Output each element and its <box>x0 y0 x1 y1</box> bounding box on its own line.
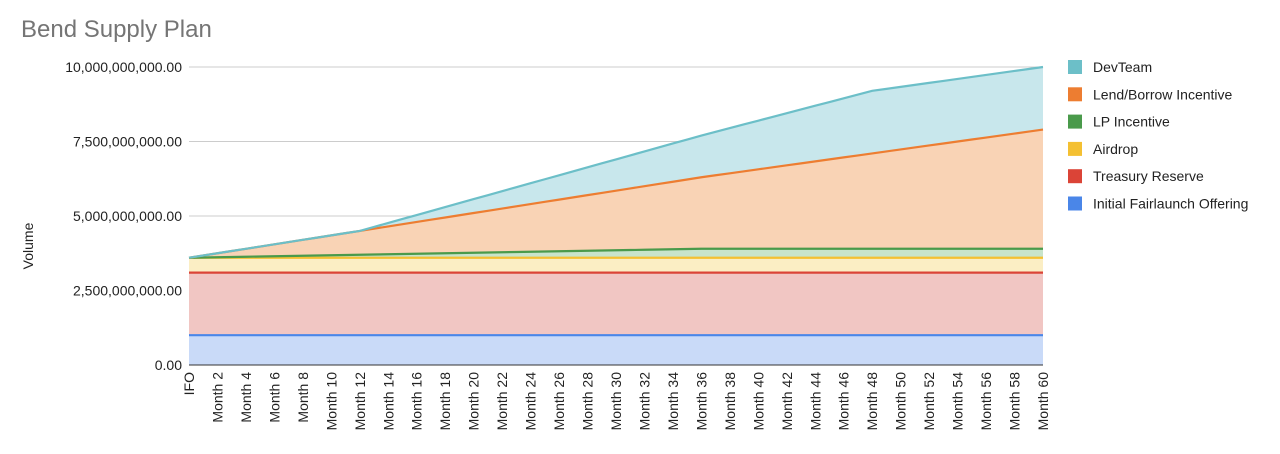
x-tick-label: Month 22 <box>494 372 510 431</box>
x-tick-label: Month 52 <box>921 372 937 431</box>
legend-item[interactable]: Treasury Reserve <box>1068 168 1204 184</box>
legend-item[interactable]: Initial Fairlaunch Offering <box>1068 196 1248 212</box>
legend-item[interactable]: Lend/Borrow Incentive <box>1068 86 1233 102</box>
area-initial-fairlaunch-offering <box>189 335 1043 365</box>
legend-swatch <box>1068 87 1082 102</box>
legend-swatch <box>1068 141 1082 156</box>
y-tick-label: 10,000,000,000.00 <box>65 59 182 75</box>
x-tick-label: Month 46 <box>836 372 852 431</box>
y-tick-label: 0.00 <box>155 357 182 373</box>
x-tick-label: Month 30 <box>608 372 624 431</box>
legend-label: DevTeam <box>1093 59 1152 75</box>
x-tick-label: Month 38 <box>722 372 738 431</box>
x-tick-label: Month 58 <box>1007 372 1023 431</box>
area-lp-incentive <box>189 248 1043 258</box>
x-tick-label: Month 54 <box>950 372 966 431</box>
legend-label: Treasury Reserve <box>1093 168 1204 184</box>
x-tick-label: Month 40 <box>750 372 766 431</box>
line-layer <box>188 65 1044 337</box>
area-layer <box>189 67 1043 365</box>
legend-label: Initial Fairlaunch Offering <box>1093 196 1248 212</box>
x-tick-label: Month 10 <box>323 372 339 431</box>
legend-swatch <box>1068 114 1082 129</box>
x-tick-label: Month 50 <box>893 372 909 431</box>
line-lp-incentive <box>188 247 1043 259</box>
line-devteam <box>188 65 1044 259</box>
legend-swatch <box>1068 196 1082 211</box>
y-tick-label: 5,000,000,000.00 <box>73 208 182 224</box>
x-tick-label: Month 24 <box>523 372 539 431</box>
area-treasury-reserve <box>189 272 1043 336</box>
x-tick-label: Month 36 <box>693 372 709 431</box>
x-tick-label: Month 18 <box>437 372 453 431</box>
x-tick-label: Month 34 <box>665 372 681 431</box>
x-tick-label: Month 44 <box>807 372 823 431</box>
x-tick-label: Month 32 <box>636 372 652 431</box>
area-lend-borrow-incentive <box>189 129 1043 258</box>
legend-item[interactable]: LP Incentive <box>1068 114 1170 130</box>
x-tick-label: Month 8 <box>295 372 311 423</box>
y-tick-label: 2,500,000,000.00 <box>73 283 182 299</box>
x-tick-label: Month 42 <box>779 372 795 431</box>
x-tick-label: Month 6 <box>266 372 282 423</box>
x-tick-label: Month 60 <box>1035 372 1051 431</box>
x-tick-label: Month 12 <box>352 372 368 431</box>
y-tick-label: 7,500,000,000.00 <box>73 134 182 150</box>
legend-item[interactable]: DevTeam <box>1068 59 1152 75</box>
x-tick-label: Month 48 <box>864 372 880 431</box>
legend-label: LP Incentive <box>1093 114 1170 130</box>
x-tick-label: Month 20 <box>466 372 482 431</box>
legend-label: Airdrop <box>1093 141 1138 157</box>
legend[interactable]: DevTeam Lend/Borrow Incentive LP Incentive… <box>1068 59 1248 212</box>
chart-title: Bend Supply Plan <box>21 16 212 43</box>
legend-swatch <box>1068 60 1082 74</box>
x-tick-label: Month 14 <box>380 372 396 431</box>
x-tick-label: Month 16 <box>409 372 425 431</box>
x-tick-label: Month 26 <box>551 372 567 431</box>
area-airdrop <box>189 257 1043 273</box>
y-axis-title: Volume <box>20 222 36 269</box>
x-tick-label: Month 2 <box>209 372 225 423</box>
legend-item[interactable]: Airdrop <box>1068 141 1138 157</box>
x-tick-label: Month 56 <box>978 372 994 431</box>
x-tick-label: Month 4 <box>238 372 254 423</box>
x-tick-label: IFO <box>181 372 197 395</box>
legend-swatch <box>1068 169 1082 184</box>
axis-layer: 0.00 2,500,000,000.00 5,000,000,000.00 7,50… <box>65 59 1051 430</box>
area-devteam <box>189 67 1043 258</box>
legend-label: Lend/Borrow Incentive <box>1093 86 1233 102</box>
x-tick-label: Month 28 <box>580 372 596 431</box>
